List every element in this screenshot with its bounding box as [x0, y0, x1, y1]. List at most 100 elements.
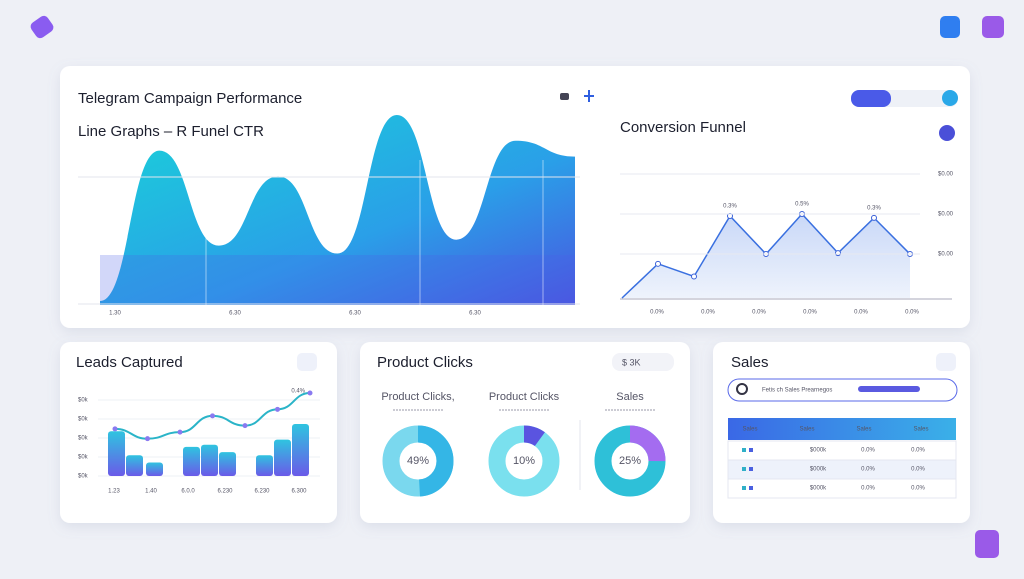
- point: [871, 214, 877, 221]
- app-logo[interactable]: [29, 14, 56, 40]
- x-tick-label: 1.40: [145, 489, 157, 495]
- bar: [274, 439, 291, 476]
- bar: [183, 446, 200, 476]
- icon-button[interactable]: [939, 125, 955, 141]
- x-tick-label: 0.0%: [905, 310, 919, 316]
- title: Leads Captured: [76, 354, 183, 371]
- search-box[interactable]: [727, 378, 958, 402]
- point: [177, 429, 183, 435]
- icon[interactable]: [584, 90, 594, 102]
- row-dot: [742, 486, 746, 490]
- x-tick-label: 6.30: [349, 311, 361, 317]
- card: [60, 342, 337, 523]
- donut-label: Sales: [616, 391, 644, 403]
- icon-button[interactable]: [982, 16, 1004, 38]
- table-cell: 0.0%: [911, 486, 925, 492]
- x-tick-label: 1.23: [108, 489, 120, 495]
- donut-value: 25%: [619, 455, 641, 467]
- row-dot: [742, 448, 746, 452]
- x-tick-label: 0.0%: [854, 310, 868, 316]
- y-tick-label: $0k: [78, 436, 89, 442]
- y-tick-label: $0k: [78, 417, 89, 423]
- bar: [292, 424, 309, 476]
- icon-button[interactable]: [297, 353, 317, 371]
- title: Product Clicks: [377, 354, 473, 371]
- point: [275, 406, 280, 412]
- point: [655, 260, 661, 267]
- title: Telegram Campaign Performance: [78, 90, 302, 107]
- subtitle: Line Graphs – R Funel CTR: [78, 123, 264, 140]
- point: [145, 436, 150, 442]
- point-label: 0.3%: [867, 205, 881, 211]
- y-tick-label: $0k: [78, 455, 89, 461]
- bar: [108, 431, 125, 476]
- x-tick-label: 6.230: [217, 489, 233, 495]
- x-tick-label: 6.0.0: [181, 489, 195, 495]
- title: Conversion Funnel: [620, 119, 746, 136]
- x-tick-label: 0.0%: [650, 310, 664, 316]
- donut-arc: [488, 425, 560, 497]
- table-header-cell: Sales: [742, 427, 757, 433]
- table-header-cell: Sales: [913, 427, 928, 433]
- point: [210, 413, 215, 419]
- donut-value: 10%: [513, 455, 535, 467]
- table-cell: $000k: [810, 448, 827, 454]
- search-progress: [858, 386, 920, 392]
- table-row: [727, 478, 957, 499]
- icon-button[interactable]: [940, 16, 960, 38]
- badge-text: $ 3K: [622, 357, 641, 367]
- donut-value: 49%: [407, 455, 429, 467]
- row-dot: [749, 486, 753, 490]
- title: Sales: [731, 354, 769, 371]
- y-tick-label: $0k: [78, 398, 89, 404]
- bar: [201, 444, 218, 476]
- toggle-knob[interactable]: [942, 90, 958, 106]
- y-tick-label: $0.00: [938, 252, 954, 258]
- icon[interactable]: [560, 93, 569, 100]
- x-tick-label: 6.300: [291, 489, 307, 495]
- point-label: 0.5%: [795, 202, 809, 208]
- icon-button[interactable]: [936, 353, 956, 371]
- row-dot: [749, 467, 753, 471]
- search-text: Fetis ch Sales Prearnegos: [762, 388, 832, 394]
- row-dot: [742, 467, 746, 471]
- bar: [219, 452, 236, 476]
- donut-arc: [382, 425, 454, 497]
- table-cell: 0.0%: [861, 486, 875, 492]
- table-cell: 0.0%: [911, 467, 925, 473]
- table-header-cell: Sales: [799, 427, 814, 433]
- x-tick-label: 0.0%: [803, 310, 817, 316]
- table-header: [728, 418, 956, 440]
- table-cell: 0.0%: [861, 448, 875, 454]
- badge[interactable]: [612, 353, 674, 371]
- y-tick-label: $0.00: [938, 172, 954, 178]
- x-tick-label: 0.0%: [752, 310, 766, 316]
- table-header-cell: Sales: [856, 427, 871, 433]
- point: [691, 273, 697, 280]
- x-tick-label: 6.230: [254, 489, 270, 495]
- point: [727, 212, 733, 219]
- badge: 0.4%: [291, 389, 305, 395]
- toggle-on[interactable]: [851, 90, 891, 107]
- table-cell: $000k: [810, 486, 827, 492]
- x-tick-label: 1.30: [109, 311, 121, 317]
- x-tick-label: 0.0%: [701, 310, 715, 316]
- bar: [146, 462, 163, 476]
- icon-button[interactable]: [975, 530, 999, 558]
- donut-arc: [594, 425, 666, 497]
- x-tick-label: 6.30: [469, 311, 481, 317]
- x-tick-label: 6.30: [229, 311, 241, 317]
- area: [100, 115, 575, 305]
- point: [242, 423, 248, 429]
- point: [835, 250, 841, 257]
- donut-label: Product Clicks,: [381, 391, 454, 403]
- y-tick-label: $0k: [78, 474, 89, 480]
- donut-label: Product Clicks: [489, 391, 560, 403]
- table-cell: $000k: [810, 467, 827, 473]
- table-cell: 0.0%: [861, 467, 875, 473]
- point: [307, 390, 313, 396]
- point: [112, 426, 118, 432]
- search-icon[interactable]: [736, 383, 748, 395]
